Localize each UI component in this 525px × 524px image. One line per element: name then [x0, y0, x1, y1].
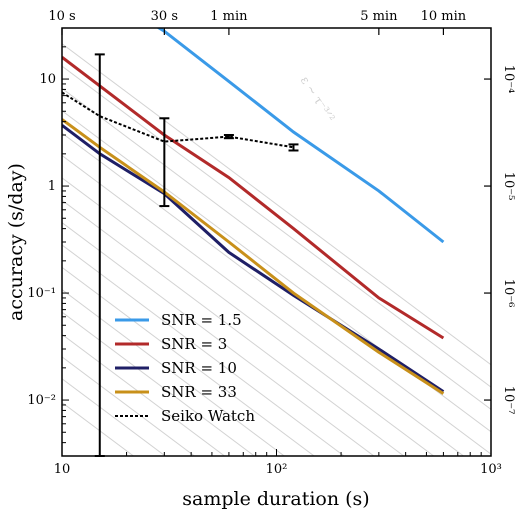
- reference-line: [62, 221, 375, 456]
- top-tick-label: 10 s: [48, 9, 75, 24]
- legend-label: SNR = 10: [161, 359, 237, 377]
- series-line: [62, 56, 445, 340]
- reference-line: [62, 110, 491, 433]
- series-line: [62, 91, 294, 149]
- y-tick-label: 1: [48, 179, 56, 194]
- reference-line: [62, 65, 491, 388]
- reference-line: [62, 378, 167, 456]
- top-tick-label: 10 min: [421, 9, 467, 24]
- reference-line: [62, 244, 345, 456]
- reference-line: [62, 177, 435, 456]
- y-axis-title: accuracy (s/day): [5, 163, 27, 321]
- reference-line: [62, 401, 135, 456]
- legend-label: SNR = 33: [161, 383, 237, 401]
- reference-line: [62, 266, 315, 456]
- right-tick-label: 10⁻⁴: [501, 65, 516, 94]
- legend-label: SNR = 3: [161, 335, 227, 353]
- reference-line: [62, 154, 465, 456]
- y-tick-label: 10⁻¹: [27, 286, 56, 301]
- x-tick-label: 10³: [480, 462, 502, 477]
- x-tick-label: 10²: [266, 462, 288, 477]
- legend-label: SNR = 1.5: [161, 311, 242, 329]
- reference-line: [62, 356, 196, 456]
- reference-line: [62, 333, 226, 456]
- series-line: [62, 124, 445, 393]
- top-tick-label: 1 min: [210, 9, 248, 24]
- reference-line: [62, 87, 491, 411]
- right-tick-label: 10⁻⁶: [501, 279, 516, 308]
- legend-label: Seiko Watch: [161, 407, 255, 425]
- y-tick-label: 10⁻²: [27, 393, 56, 408]
- reference-line: [62, 132, 491, 455]
- x-tick-label: 10: [54, 462, 71, 477]
- top-tick-label: 30 s: [151, 9, 178, 24]
- series-line: [156, 28, 445, 244]
- right-tick-label: 10⁻⁵: [501, 172, 516, 201]
- reference-line: [62, 43, 491, 366]
- axes: 10 10² 10³ 10⁻² 10⁻¹ 1 10 10 s 30 s 1 min 5 min 10 …: [27, 9, 516, 477]
- reference-line: [62, 311, 256, 456]
- legend: SNR = 1.5 SNR = 3 SNR = 10 SNR = 33 Seiko Wa…: [115, 311, 255, 425]
- reference-line-label: ε ∼ τ⁻³ᐟ²: [298, 74, 338, 125]
- x-axis-title: sample duration (s): [182, 488, 369, 510]
- reference-line: [62, 199, 405, 456]
- top-tick-label: 5 min: [360, 9, 398, 24]
- y-tick-label: 10: [39, 72, 56, 87]
- series-layer: [62, 28, 445, 395]
- right-tick-label: 10⁻⁷: [501, 386, 516, 415]
